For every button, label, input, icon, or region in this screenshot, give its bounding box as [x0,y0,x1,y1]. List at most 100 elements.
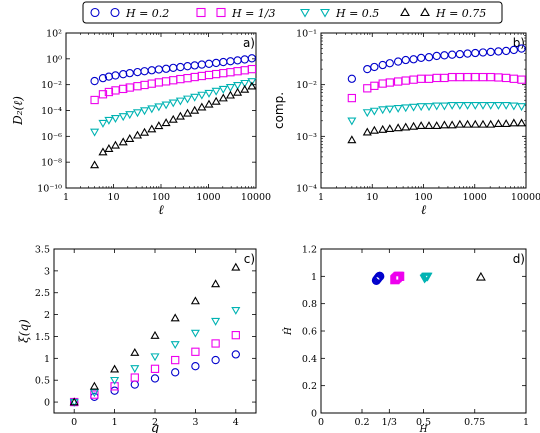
data-point [170,313,180,322]
legend-label: H = 0.75 [435,7,486,20]
data-point [373,273,383,283]
data-point [226,57,235,66]
data-point [104,144,114,152]
data-point [104,87,114,97]
data-point [517,44,526,53]
data-point [176,62,185,72]
y-tick-label: 1 [44,354,50,365]
x-tick-label: 10000 [241,192,271,203]
data-point [231,262,241,271]
data-point [140,80,149,90]
data-point [225,84,235,92]
data-point [140,67,149,76]
panel-d: 0 0.2 1/3 0.5 0.75 1 0 0.2 0.4 0.6 0.8 1 1.2 H Ĥd) [282,245,529,433]
data-point [517,118,527,127]
x-tick-label: 1000 [196,192,220,203]
y-tick-label: 1 [311,272,317,283]
data-point [432,121,442,130]
panel-label: b) [513,36,525,50]
data-point [219,68,228,78]
data-point [211,279,221,288]
data-point [125,134,135,142]
data-point [130,365,140,374]
legend-marker [420,7,430,17]
panel-label: d) [513,252,525,266]
legend: H = 0.2 H = 1/3 H = 0.5 H = 0.75 [82,1,503,24]
data-point [90,390,99,399]
x-axis-label: ℓ [158,203,164,218]
x-tick-label: 10000 [511,192,540,203]
data-point [455,72,465,82]
data-point [197,60,206,69]
data-point [463,49,472,58]
data-point [90,95,99,105]
data-point [133,67,142,77]
data-point [393,104,403,113]
legend-marker [110,7,120,18]
data-point [370,62,379,72]
data-point [171,368,180,377]
legend-label: H = 0.2 [125,7,169,20]
data-point [363,84,372,93]
data-point [240,66,249,75]
data-point [130,380,139,389]
y-tick-label: 2 [44,310,50,321]
data-point [509,74,518,83]
x-tick-label: 0.75 [464,417,485,428]
data-point [447,72,457,82]
data-point [363,64,372,74]
data-point [424,53,434,62]
data-point [370,81,379,90]
data-point [439,120,449,129]
y-tick-label: 0.6 [302,327,317,338]
data-point [401,76,410,85]
data-point [110,364,120,373]
data-point [190,93,200,102]
data-point [401,55,410,65]
data-point [486,119,496,128]
data-point [69,397,79,406]
y-tick-label: 0 [44,398,50,409]
panel-label: c) [244,252,255,266]
data-point [183,73,192,83]
data-point [161,77,171,86]
data-point [509,118,519,127]
data-point [211,87,221,96]
data-point [147,66,156,75]
data-point [478,119,488,128]
data-point [432,102,442,111]
data-point [150,364,160,373]
data-point [432,73,441,83]
x-tick-label: 100 [414,192,432,203]
data-point [233,87,243,96]
data-point [170,341,180,350]
data-point [494,47,503,56]
data-point [211,96,221,105]
data-point [182,108,193,117]
x-tick-label: 10 [366,192,378,203]
data-point [171,355,180,365]
y-tick-label: 1.5 [35,332,50,343]
data-point [347,93,357,103]
data-point [393,77,403,86]
data-point [132,130,143,139]
plot-frame [65,32,257,189]
data-point [393,123,403,132]
data-point [139,127,150,136]
data-point [463,72,472,82]
legend-marker [400,7,410,17]
data-point [501,101,511,110]
data-point [395,271,405,281]
data-point [247,78,257,87]
y-tick-label: 10⁻¹⁰ [37,184,62,195]
data-point [98,119,108,128]
legend-label: H = 1/3 [231,7,276,20]
x-tick-label: 4 [233,417,239,428]
data-point [168,114,178,123]
y-tick-label: 3 [44,266,50,277]
data-point [169,76,178,85]
y-tick-label: 0 [311,409,317,420]
data-point [161,118,171,127]
y-tick-label: 0.5 [35,376,50,387]
data-point [182,95,193,104]
